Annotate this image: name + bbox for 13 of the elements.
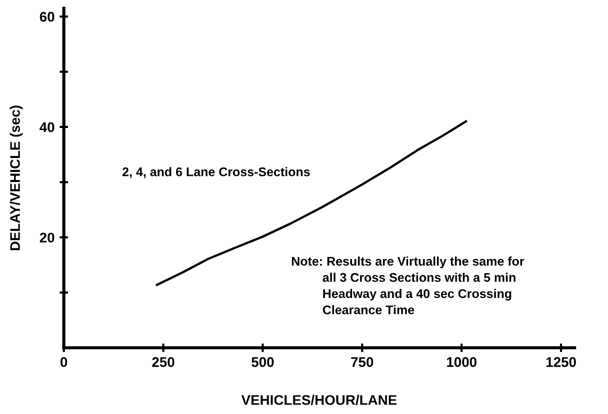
x-tick-label: 500	[252, 357, 274, 367]
annotation: Note: Results are Virtually the same for all 3 Cross Sections with a 5 min Headway and a 40 sec Crossing Clearance Time	[292, 256, 524, 314]
x-tick-label: 1250	[546, 357, 576, 367]
x-axis-title: VEHICLES/HOUR/LANE	[241, 394, 397, 406]
y-axis-title: DELAY/VEHICLE (sec)	[10, 106, 23, 250]
x-tick-label: 0	[60, 357, 68, 367]
y-tick-label: 60	[40, 12, 54, 22]
y-tick-label: 40	[40, 122, 54, 132]
x-tick-label: 250	[152, 357, 174, 367]
x-tick-label: 1000	[447, 357, 476, 367]
y-tick-label: 20	[40, 232, 54, 243]
x-tick-label: 750	[351, 357, 374, 367]
annotation: 2, 4, and 6 Lane Cross-Sections	[122, 167, 310, 178]
